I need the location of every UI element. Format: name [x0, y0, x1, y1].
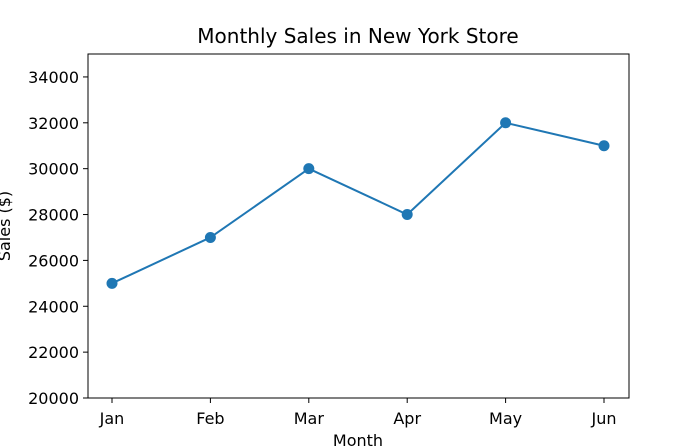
x-tick-label: Jun [591, 409, 617, 428]
series-line [112, 123, 604, 284]
data-point-mar [303, 163, 314, 174]
x-tick-label: Apr [393, 409, 421, 428]
data-point-jun [599, 140, 610, 151]
y-axis-label: Sales ($) [0, 191, 14, 261]
data-point-jan [107, 278, 118, 289]
y-axis: 20000 22000 24000 26000 28000 30000 32000 34000 [28, 68, 88, 408]
data-point-may [500, 117, 511, 128]
y-tick-label: 20000 [28, 389, 79, 408]
y-tick-label: 24000 [28, 297, 79, 316]
y-tick-label: 28000 [28, 206, 79, 225]
x-tick-label: May [489, 409, 522, 428]
x-axis-label: Month [333, 431, 383, 447]
y-tick-label: 32000 [28, 114, 79, 133]
x-tick-label: Mar [294, 409, 325, 428]
data-point-feb [205, 232, 216, 243]
x-tick-label: Feb [196, 409, 224, 428]
y-tick-label: 34000 [28, 68, 79, 87]
y-tick-label: 22000 [28, 343, 79, 362]
y-tick-label: 26000 [28, 251, 79, 270]
series-layer [107, 117, 610, 289]
data-point-apr [402, 209, 413, 220]
x-tick-label: Jan [99, 409, 125, 428]
plot-frame [88, 54, 629, 398]
x-axis: Jan Feb Mar Apr May Jun [99, 398, 617, 428]
y-tick-label: 30000 [28, 160, 79, 179]
chart-title: Monthly Sales in New York Store [197, 24, 518, 48]
